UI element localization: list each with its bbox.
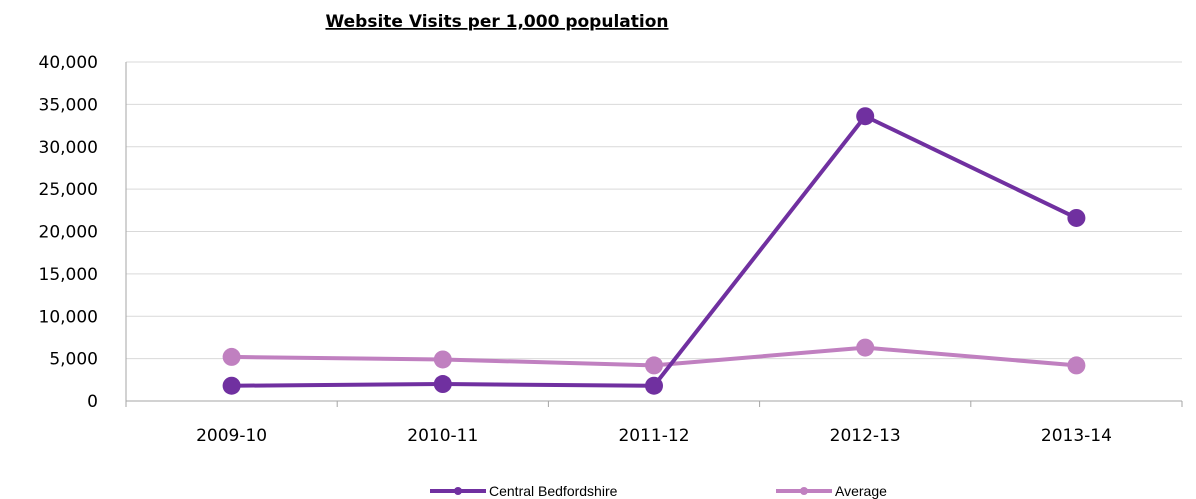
series-line — [231, 114, 1078, 388]
x-tick-label: 2011-12 — [618, 426, 689, 446]
legend-label: Central Bedfordshire — [489, 483, 618, 499]
gridlines — [126, 61, 1182, 360]
x-tick-label: 2009-10 — [196, 426, 267, 446]
data-point — [1067, 208, 1086, 227]
y-tick-label: 10,000 — [39, 307, 98, 327]
x-tick-label: 2013-14 — [1041, 426, 1112, 446]
legend-item: Average — [776, 483, 887, 499]
legend-swatch-marker — [454, 487, 462, 495]
legend-label: Average — [835, 483, 887, 499]
series-1 — [222, 338, 1086, 375]
chart-title: Website Visits per 1,000 population — [325, 12, 668, 32]
axes — [125, 62, 1183, 407]
x-axis-tick-labels: 2009-10 2010-11 2011-12 2012-13 2013-14 — [196, 426, 1112, 446]
legend: Central Bedfordshire Average — [430, 483, 887, 499]
y-tick-label: 0 — [87, 392, 98, 412]
series-0 — [222, 107, 1086, 395]
legend-swatch-marker — [800, 487, 808, 495]
y-tick-label: 15,000 — [39, 265, 98, 285]
data-point — [856, 338, 875, 357]
y-tick-label: 40,000 — [39, 53, 98, 73]
legend-item: Central Bedfordshire — [430, 483, 618, 499]
y-tick-label: 30,000 — [39, 138, 98, 158]
y-tick-label: 35,000 — [39, 95, 98, 115]
data-point — [222, 347, 241, 366]
y-tick-label: 20,000 — [39, 223, 98, 243]
data-point — [433, 375, 452, 394]
y-tick-label: 25,000 — [39, 180, 98, 200]
x-tick-label: 2012-13 — [830, 426, 901, 446]
data-point — [856, 107, 875, 126]
data-point — [433, 350, 452, 369]
data-point — [222, 376, 241, 395]
x-tick-label: 2010-11 — [407, 426, 478, 446]
y-tick-label: 5,000 — [49, 350, 98, 370]
data-point — [645, 356, 663, 375]
data-point — [645, 376, 663, 395]
data-point — [1067, 356, 1086, 375]
y-axis-tick-labels: 0 5,000 10,000 15,000 20,000 25,000 30,000 35,0… — [39, 53, 98, 412]
series-lines — [222, 107, 1086, 395]
